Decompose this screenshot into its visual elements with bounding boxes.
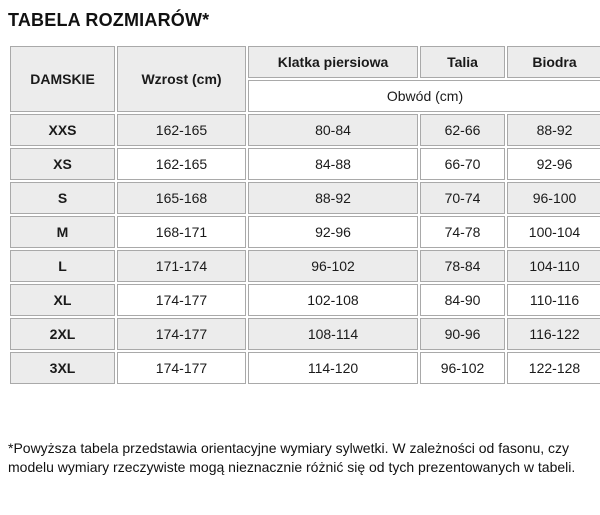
header-wzrost: Wzrost (cm)	[117, 46, 246, 112]
biodra-value: 116-122	[507, 318, 600, 350]
size-label: 2XL	[10, 318, 115, 350]
size-label: XL	[10, 284, 115, 316]
biodra-value: 104-110	[507, 250, 600, 282]
header-damskie: DAMSKIE	[10, 46, 115, 112]
klatka-value: 102-108	[248, 284, 418, 316]
table-row-xxs: XXS 162-165 80-84 62-66 88-92	[10, 114, 600, 146]
talia-value: 66-70	[420, 148, 505, 180]
klatka-value: 80-84	[248, 114, 418, 146]
wzrost-value: 174-177	[117, 318, 246, 350]
biodra-value: 122-128	[507, 352, 600, 384]
talia-value: 70-74	[420, 182, 505, 214]
size-label: L	[10, 250, 115, 282]
size-label: M	[10, 216, 115, 248]
header-obwod: Obwód (cm)	[248, 80, 600, 112]
talia-value: 90-96	[420, 318, 505, 350]
biodra-value: 96-100	[507, 182, 600, 214]
wzrost-value: 168-171	[117, 216, 246, 248]
klatka-value: 114-120	[248, 352, 418, 384]
size-label: S	[10, 182, 115, 214]
biodra-value: 92-96	[507, 148, 600, 180]
table-row-xl: XL 174-177 102-108 84-90 110-116	[10, 284, 600, 316]
talia-value: 74-78	[420, 216, 505, 248]
header-biodra: Biodra	[507, 46, 600, 78]
wzrost-value: 162-165	[117, 148, 246, 180]
wzrost-value: 174-177	[117, 284, 246, 316]
biodra-value: 110-116	[507, 284, 600, 316]
size-label: XS	[10, 148, 115, 180]
biodra-value: 88-92	[507, 114, 600, 146]
table-row-3xl: 3XL 174-177 114-120 96-102 122-128	[10, 352, 600, 384]
wzrost-value: 162-165	[117, 114, 246, 146]
talia-value: 62-66	[420, 114, 505, 146]
footnote: *Powyższa tabela przedstawia orientacyjn…	[8, 440, 576, 475]
table-row-2xl: 2XL 174-177 108-114 90-96 116-122	[10, 318, 600, 350]
table-row-xs: XS 162-165 84-88 66-70 92-96	[10, 148, 600, 180]
table-row-m: M 168-171 92-96 74-78 100-104	[10, 216, 600, 248]
talia-value: 96-102	[420, 352, 505, 384]
header-klatka-piersiowa: Klatka piersiowa	[248, 46, 418, 78]
table-row-l: L 171-174 96-102 78-84 104-110	[10, 250, 600, 282]
header-talia: Talia	[420, 46, 505, 78]
klatka-value: 88-92	[248, 182, 418, 214]
size-table-header: DAMSKIE Wzrost (cm) Klatka piersiowa Tal…	[10, 46, 600, 112]
klatka-value: 84-88	[248, 148, 418, 180]
wzrost-value: 174-177	[117, 352, 246, 384]
size-label: 3XL	[10, 352, 115, 384]
talia-value: 78-84	[420, 250, 505, 282]
wzrost-value: 165-168	[117, 182, 246, 214]
klatka-value: 108-114	[248, 318, 418, 350]
biodra-value: 100-104	[507, 216, 600, 248]
size-table: DAMSKIE Wzrost (cm) Klatka piersiowa Tal…	[8, 44, 600, 386]
page-title: TABELA ROZMIARÓW*	[8, 10, 210, 30]
klatka-value: 92-96	[248, 216, 418, 248]
klatka-value: 96-102	[248, 250, 418, 282]
table-row-s: S 165-168 88-92 70-74 96-100	[10, 182, 600, 214]
wzrost-value: 171-174	[117, 250, 246, 282]
talia-value: 84-90	[420, 284, 505, 316]
size-table-page: TABELA ROZMIARÓW* DAMSKIE Wzrost (cm) Kl…	[8, 10, 600, 475]
size-label: XXS	[10, 114, 115, 146]
size-table-body: XXS 162-165 80-84 62-66 88-92 XS 162-165…	[10, 114, 600, 384]
